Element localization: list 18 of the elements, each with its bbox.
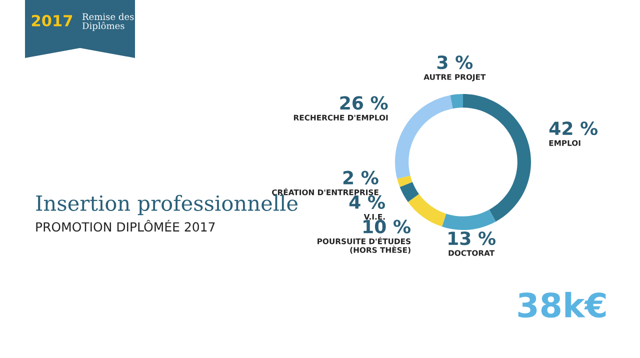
donut-slice bbox=[395, 95, 453, 179]
donut-slice bbox=[397, 176, 412, 188]
data-label: 42 % bbox=[549, 122, 598, 136]
text: 2017 bbox=[32, 14, 72, 26]
text: Remise des Diplômes bbox=[82, 13, 134, 31]
data-label: 2 % bbox=[343, 170, 378, 184]
data-label: 10 % bbox=[364, 220, 410, 234]
text: 38k€ bbox=[518, 292, 606, 318]
data-label: 13 % bbox=[448, 231, 496, 246]
data-label: 3 % bbox=[437, 55, 473, 70]
text: Insertion professionnelle bbox=[36, 194, 298, 216]
donut-slice bbox=[442, 210, 496, 230]
donut-slice bbox=[450, 94, 463, 109]
text: PROMOTION DIPLÔMÉE 2017 bbox=[36, 220, 215, 232]
donut-slice bbox=[463, 94, 531, 222]
data-label: 26 % bbox=[340, 96, 388, 110]
data-label: 4 % bbox=[349, 195, 385, 209]
donut-slice bbox=[400, 182, 419, 202]
